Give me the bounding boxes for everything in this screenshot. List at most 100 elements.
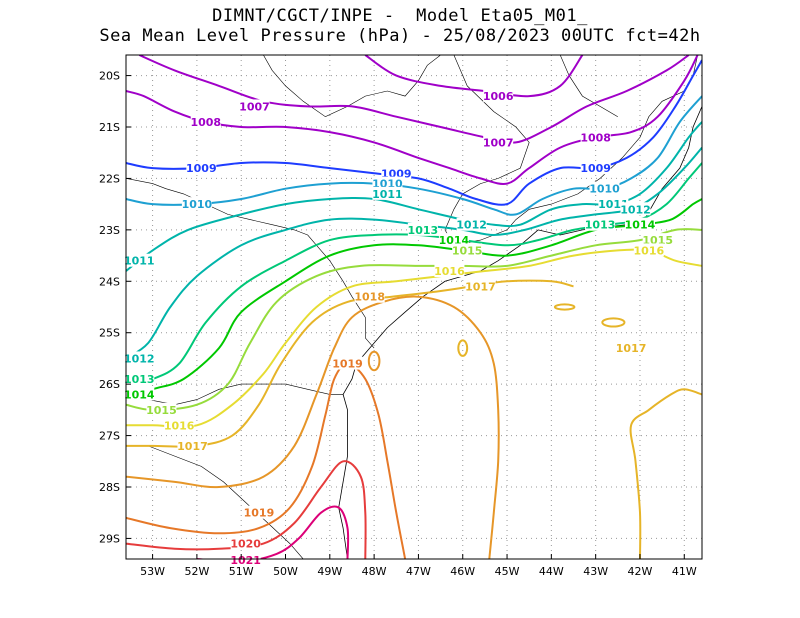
isobar-label: 1019 (244, 507, 275, 520)
lat-tick-label: 23S (99, 224, 120, 237)
isobar-label-bg (642, 233, 673, 247)
lat-tick-label: 27S (99, 430, 120, 443)
isobar-label-bg (585, 217, 616, 231)
isobar-label: 1006 (483, 90, 514, 103)
isobar-label: 1021 (230, 554, 261, 567)
chart-title-line1: DIMNT/CGCT/INPE - Model Eta05_M01_ (212, 6, 588, 26)
isobar-label: 1007 (239, 100, 270, 113)
map-gridlines (126, 55, 702, 559)
longitude-axis: 53W 52W 51W 50W 49W 48W 47W 46W 45W 44W 43W 42W 41W (140, 554, 697, 578)
lat-tick-label: 29S (99, 532, 120, 545)
isobar-label: 1011 (372, 188, 403, 201)
isobar-label-bg (146, 402, 177, 416)
isobar-label: 1009 (580, 162, 611, 175)
isobar-label: 1016 (634, 244, 665, 257)
isobar-label: 1012 (620, 203, 651, 216)
isobar-label: 1007 (483, 136, 514, 149)
isobar-label-bg (465, 279, 496, 293)
isobar-label-bg (243, 505, 274, 519)
isobar-label: 1012 (456, 219, 487, 232)
isobar-contours (126, 55, 702, 559)
isobar-label-bg (124, 351, 155, 365)
isobar-label: 1016 (434, 265, 465, 278)
isobar-label-bg (124, 372, 155, 385)
chart-title-line2: Sea Mean Level Pressure (hPa) - 25/08/20… (99, 26, 701, 46)
lon-tick-label: 45W (495, 565, 520, 578)
isobar-closed-loop (367, 350, 381, 372)
isobar-label-bg (483, 89, 514, 103)
latitude-axis: 20S 21S 22S 23S 24S 25S 26S 27S 28S 29S (99, 70, 131, 545)
isobar-label-bg (354, 289, 385, 303)
isobar-label-bg (177, 438, 208, 452)
lat-tick-label: 20S (99, 70, 120, 83)
isobar-label: 1016 (164, 419, 195, 432)
isobar-label-bg (456, 217, 487, 231)
isobar-label: 1020 (230, 538, 261, 551)
lon-tick-label: 47W (406, 565, 431, 578)
lon-tick-label: 43W (583, 565, 608, 578)
isobar-label: 1013 (585, 219, 616, 232)
isobar-closed-loop (601, 317, 626, 328)
isobar-label-bg (616, 341, 647, 355)
map-borders (126, 55, 702, 559)
isobar-line (126, 95, 702, 216)
isobar-label-bg (372, 186, 403, 200)
isobar-label: 1018 (354, 291, 385, 304)
isobar-closed-loop (553, 303, 576, 311)
lat-tick-label: 28S (99, 481, 120, 494)
isobar-line (364, 55, 584, 98)
state-border (126, 178, 375, 349)
state-border (559, 55, 618, 117)
isobar-line (126, 228, 702, 411)
coastline (338, 106, 702, 559)
isobar-label: 1008 (580, 131, 611, 144)
isobar-label-bg (633, 243, 664, 257)
isobar-label: 1013 (124, 373, 155, 386)
isobar-line (126, 121, 702, 272)
isobar-label: 1009 (186, 162, 217, 175)
isobar-label: 1017 (465, 280, 496, 293)
isobar-line (629, 388, 702, 559)
isobar-label-bg (230, 536, 261, 550)
isobar-label-bg (580, 161, 611, 175)
isobar-label-bg (372, 176, 403, 190)
isobar-label: 1015 (452, 244, 483, 257)
isobar-line (126, 248, 702, 428)
isobar-label-bg (589, 181, 620, 195)
isobar-label-bg (124, 387, 155, 401)
isobar-label-bg (190, 114, 221, 128)
isobar-label: 1010 (182, 198, 213, 211)
lat-tick-label: 22S (99, 172, 120, 185)
lon-tick-label: 48W (362, 565, 387, 578)
lon-tick-label: 44W (539, 565, 564, 578)
lon-tick-label: 53W (140, 565, 165, 578)
isobar-closed-loop (457, 339, 469, 357)
isobar-line (138, 55, 690, 144)
isobar-label: 1015 (146, 404, 177, 417)
isobar-label: 1012 (124, 352, 155, 365)
isobar-label-bg (483, 135, 514, 149)
isobar-label: 1017 (616, 342, 647, 355)
isobar-line (126, 59, 702, 206)
lon-tick-label: 52W (184, 565, 209, 578)
isobar-label-bg (580, 130, 611, 144)
isobar-label-bg (332, 356, 363, 370)
lon-tick-label: 50W (273, 565, 298, 578)
isobar-line (196, 505, 350, 559)
isobar-line (126, 362, 407, 559)
lon-tick-label: 42W (628, 565, 653, 578)
isobar-label-bg (381, 166, 412, 180)
isobar-label-bg (124, 253, 155, 267)
lon-tick-label: 41W (672, 565, 697, 578)
lon-tick-label: 51W (229, 565, 254, 578)
isobar-label-bg (164, 418, 195, 432)
lon-tick-label: 49W (317, 565, 342, 578)
state-border (126, 445, 304, 559)
isobar-label: 1017 (177, 440, 208, 453)
isobar-label: 1014 (625, 219, 656, 232)
isobar-label-bg (181, 197, 212, 211)
isobar-label-bg (452, 243, 483, 257)
isobar-label-bg (186, 161, 217, 175)
